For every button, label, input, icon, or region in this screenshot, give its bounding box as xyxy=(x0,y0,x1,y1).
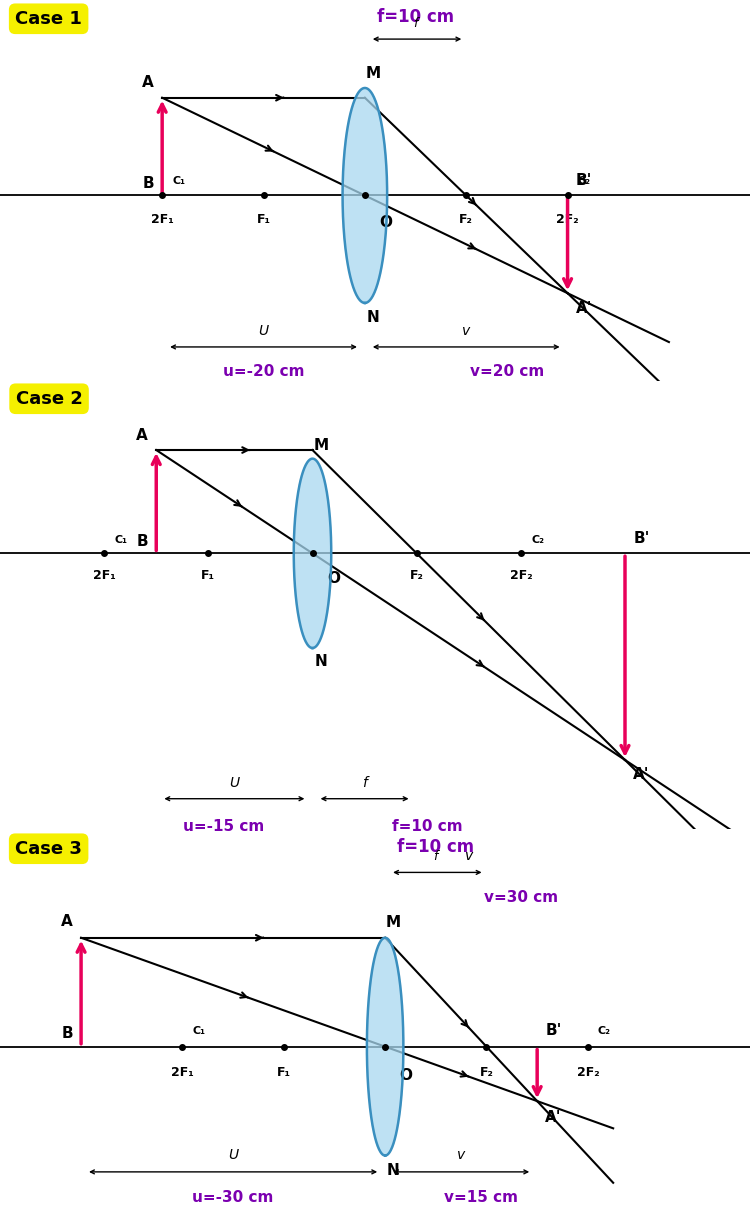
Text: A: A xyxy=(142,75,154,90)
Text: v: v xyxy=(457,1148,465,1162)
Text: Case 3: Case 3 xyxy=(15,840,82,858)
Text: C₂: C₂ xyxy=(598,1026,611,1036)
Text: M: M xyxy=(386,915,400,930)
Text: U: U xyxy=(259,324,268,339)
Text: N: N xyxy=(387,1163,400,1179)
Text: F₂: F₂ xyxy=(479,1066,494,1079)
Text: F₁: F₁ xyxy=(201,569,215,582)
Text: 2F₁: 2F₁ xyxy=(171,1066,194,1079)
Text: O: O xyxy=(379,215,392,230)
Text: C₂: C₂ xyxy=(531,535,544,545)
Text: Case 1: Case 1 xyxy=(15,10,82,28)
Text: B: B xyxy=(136,534,148,549)
Text: 2F₁: 2F₁ xyxy=(93,569,116,582)
Text: 2F₂: 2F₂ xyxy=(577,1066,599,1079)
Polygon shape xyxy=(294,459,332,649)
Text: v=15 cm: v=15 cm xyxy=(445,1191,518,1205)
Text: A: A xyxy=(62,914,73,929)
Text: B: B xyxy=(142,175,154,191)
Polygon shape xyxy=(367,938,404,1156)
Text: O: O xyxy=(399,1068,412,1083)
Text: C₁: C₁ xyxy=(115,535,128,545)
Text: v=20 cm: v=20 cm xyxy=(470,364,544,379)
Text: C₂: C₂ xyxy=(578,175,591,185)
Text: v=30 cm: v=30 cm xyxy=(484,891,558,905)
Text: u=-15 cm: u=-15 cm xyxy=(183,819,265,835)
Text: A: A xyxy=(136,428,148,443)
Text: B': B' xyxy=(576,173,592,188)
Text: u=-30 cm: u=-30 cm xyxy=(193,1191,274,1205)
Polygon shape xyxy=(343,88,387,302)
Text: v: v xyxy=(462,324,470,339)
Text: F₂: F₂ xyxy=(459,213,473,226)
Text: F₂: F₂ xyxy=(410,569,424,582)
Text: U: U xyxy=(228,1148,238,1162)
Text: A': A' xyxy=(633,767,650,782)
Text: f=10 cm: f=10 cm xyxy=(377,7,454,25)
Text: U: U xyxy=(230,776,239,790)
Text: M: M xyxy=(314,438,328,453)
Text: 2F₁: 2F₁ xyxy=(151,213,173,226)
Text: B': B' xyxy=(545,1022,562,1038)
Text: B': B' xyxy=(633,531,650,547)
Text: v: v xyxy=(464,849,472,863)
Text: M: M xyxy=(365,67,380,81)
Text: A': A' xyxy=(545,1110,562,1125)
Text: Case 2: Case 2 xyxy=(16,390,82,408)
Text: f: f xyxy=(413,17,418,30)
Text: O: O xyxy=(327,571,340,586)
Text: A': A' xyxy=(576,301,592,316)
Text: 2F₂: 2F₂ xyxy=(509,569,532,582)
Text: C₁: C₁ xyxy=(172,175,185,185)
Text: u=-20 cm: u=-20 cm xyxy=(223,364,304,379)
Text: f: f xyxy=(362,776,367,790)
Text: N: N xyxy=(314,655,327,669)
Text: N: N xyxy=(367,310,380,324)
Text: f=10 cm: f=10 cm xyxy=(398,837,474,855)
Text: 2F₂: 2F₂ xyxy=(556,213,579,226)
Text: f: f xyxy=(433,849,438,863)
Text: F₁: F₁ xyxy=(277,1066,291,1079)
Text: f=10 cm: f=10 cm xyxy=(392,819,463,835)
Text: F₁: F₁ xyxy=(256,213,271,226)
Text: C₁: C₁ xyxy=(193,1026,206,1036)
Text: BYJU'S: BYJU'S xyxy=(647,18,688,28)
Text: B: B xyxy=(62,1026,73,1041)
